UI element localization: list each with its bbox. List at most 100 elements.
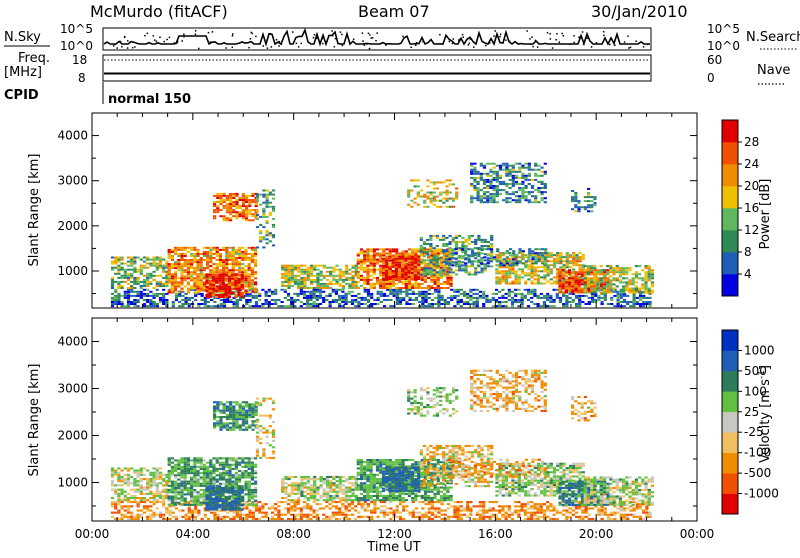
- range-gate-cell: [228, 253, 231, 255]
- range-gate-cell: [241, 294, 244, 296]
- range-gate-cell: [471, 264, 474, 266]
- range-gate-cell: [474, 241, 477, 243]
- range-gate-cell: [420, 249, 423, 251]
- range-gate-cell: [434, 281, 437, 283]
- nsearch-point: [232, 35, 234, 37]
- range-gate-cell: [638, 288, 641, 290]
- range-gate-cell: [382, 281, 385, 283]
- range-gate-cell: [216, 251, 219, 253]
- range-gate-cell: [505, 516, 508, 518]
- range-gate-cell: [348, 514, 351, 516]
- range-gate-cell: [441, 299, 444, 301]
- range-gate-cell: [533, 303, 536, 305]
- range-gate-cell: [505, 274, 508, 276]
- range-gate-cell: [205, 278, 208, 280]
- range-gate-cell: [433, 181, 436, 183]
- range-gate-cell: [534, 268, 537, 270]
- range-gate-cell: [540, 270, 543, 272]
- range-gate-cell: [231, 278, 234, 280]
- range-gate-cell: [434, 507, 437, 509]
- range-gate-cell: [649, 297, 652, 299]
- range-gate-cell: [474, 257, 477, 259]
- range-gate-cell: [117, 501, 120, 503]
- range-gate-cell: [174, 247, 177, 249]
- range-gate-cell: [219, 257, 222, 259]
- range-gate-cell: [487, 248, 490, 250]
- range-gate-cell: [159, 259, 162, 261]
- range-gate-cell: [405, 289, 408, 291]
- range-gate-cell: [423, 202, 426, 204]
- range-gate-cell: [436, 206, 439, 208]
- range-gate-cell: [528, 201, 531, 203]
- range-gate-cell: [265, 512, 268, 514]
- range-gate-cell: [479, 505, 482, 507]
- range-gate-cell: [168, 292, 171, 294]
- range-gate-cell: [177, 281, 180, 283]
- range-gate-cell: [622, 273, 625, 275]
- range-gate-cell: [190, 259, 193, 261]
- range-gate-cell: [402, 283, 405, 285]
- range-gate-cell: [255, 203, 258, 205]
- colorbar-tick-label: 4: [744, 267, 752, 281]
- range-gate-cell: [505, 514, 508, 516]
- range-gate-cell: [525, 199, 528, 201]
- range-gate-cell: [398, 274, 401, 276]
- range-gate-cell: [534, 195, 537, 197]
- range-gate-cell: [393, 289, 396, 291]
- range-gate-cell: [236, 299, 239, 301]
- nsearch-point: [573, 42, 575, 44]
- range-gate-cell: [439, 269, 442, 271]
- range-gate-cell: [644, 265, 647, 267]
- range-gate-cell: [143, 505, 146, 507]
- range-gate-cell: [335, 505, 338, 507]
- range-gate-cell: [190, 273, 193, 275]
- range-gate-cell: [530, 505, 533, 507]
- range-gate-cell: [469, 510, 472, 512]
- range-gate-cell: [184, 277, 187, 279]
- range-gate-cell: [140, 267, 143, 269]
- range-gate-cell: [495, 299, 498, 301]
- range-gate-cell: [388, 260, 391, 262]
- range-gate-cell: [190, 263, 193, 265]
- range-gate-cell: [417, 256, 420, 258]
- range-gate-cell: [223, 217, 226, 219]
- range-gate-cell: [622, 288, 625, 290]
- range-gate-cell: [505, 272, 508, 274]
- range-gate-cell: [474, 252, 477, 254]
- range-gate-cell: [303, 501, 306, 503]
- range-gate-cell: [452, 206, 455, 208]
- range-gate-cell: [256, 214, 259, 216]
- range-gate-cell: [232, 209, 235, 211]
- nsearch-point: [500, 34, 502, 36]
- range-gate-cell: [521, 191, 524, 193]
- range-gate-cell: [146, 275, 149, 277]
- range-gate-cell: [205, 296, 208, 298]
- range-gate-cell: [127, 516, 130, 518]
- range-gate-cell: [483, 248, 486, 250]
- range-gate-cell: [241, 263, 244, 265]
- range-gate-cell: [162, 301, 165, 303]
- range-gate-cell: [127, 299, 130, 301]
- range-gate-cell: [380, 505, 383, 507]
- range-gate-cell: [568, 277, 571, 279]
- range-gate-cell: [159, 293, 162, 295]
- range-gate-cell: [434, 514, 437, 516]
- range-gate-cell: [396, 303, 399, 305]
- range-gate-cell: [530, 512, 533, 514]
- range-gate-cell: [291, 275, 294, 277]
- range-gate-cell: [174, 285, 177, 287]
- range-gate-cell: [190, 265, 193, 267]
- range-gate-cell: [357, 501, 360, 503]
- range-gate-cell: [341, 299, 344, 301]
- range-gate-cell: [594, 269, 597, 271]
- range-gate-cell: [476, 505, 479, 507]
- range-gate-cell: [242, 201, 245, 203]
- range-gate-cell: [524, 254, 527, 256]
- range-gate-cell: [581, 271, 584, 273]
- range-gate-cell: [617, 303, 620, 305]
- range-gate-cell: [245, 195, 248, 197]
- range-gate-cell: [159, 283, 162, 285]
- range-gate-cell: [252, 514, 255, 516]
- range-gate-cell: [180, 269, 183, 271]
- range-gate-cell: [146, 510, 149, 512]
